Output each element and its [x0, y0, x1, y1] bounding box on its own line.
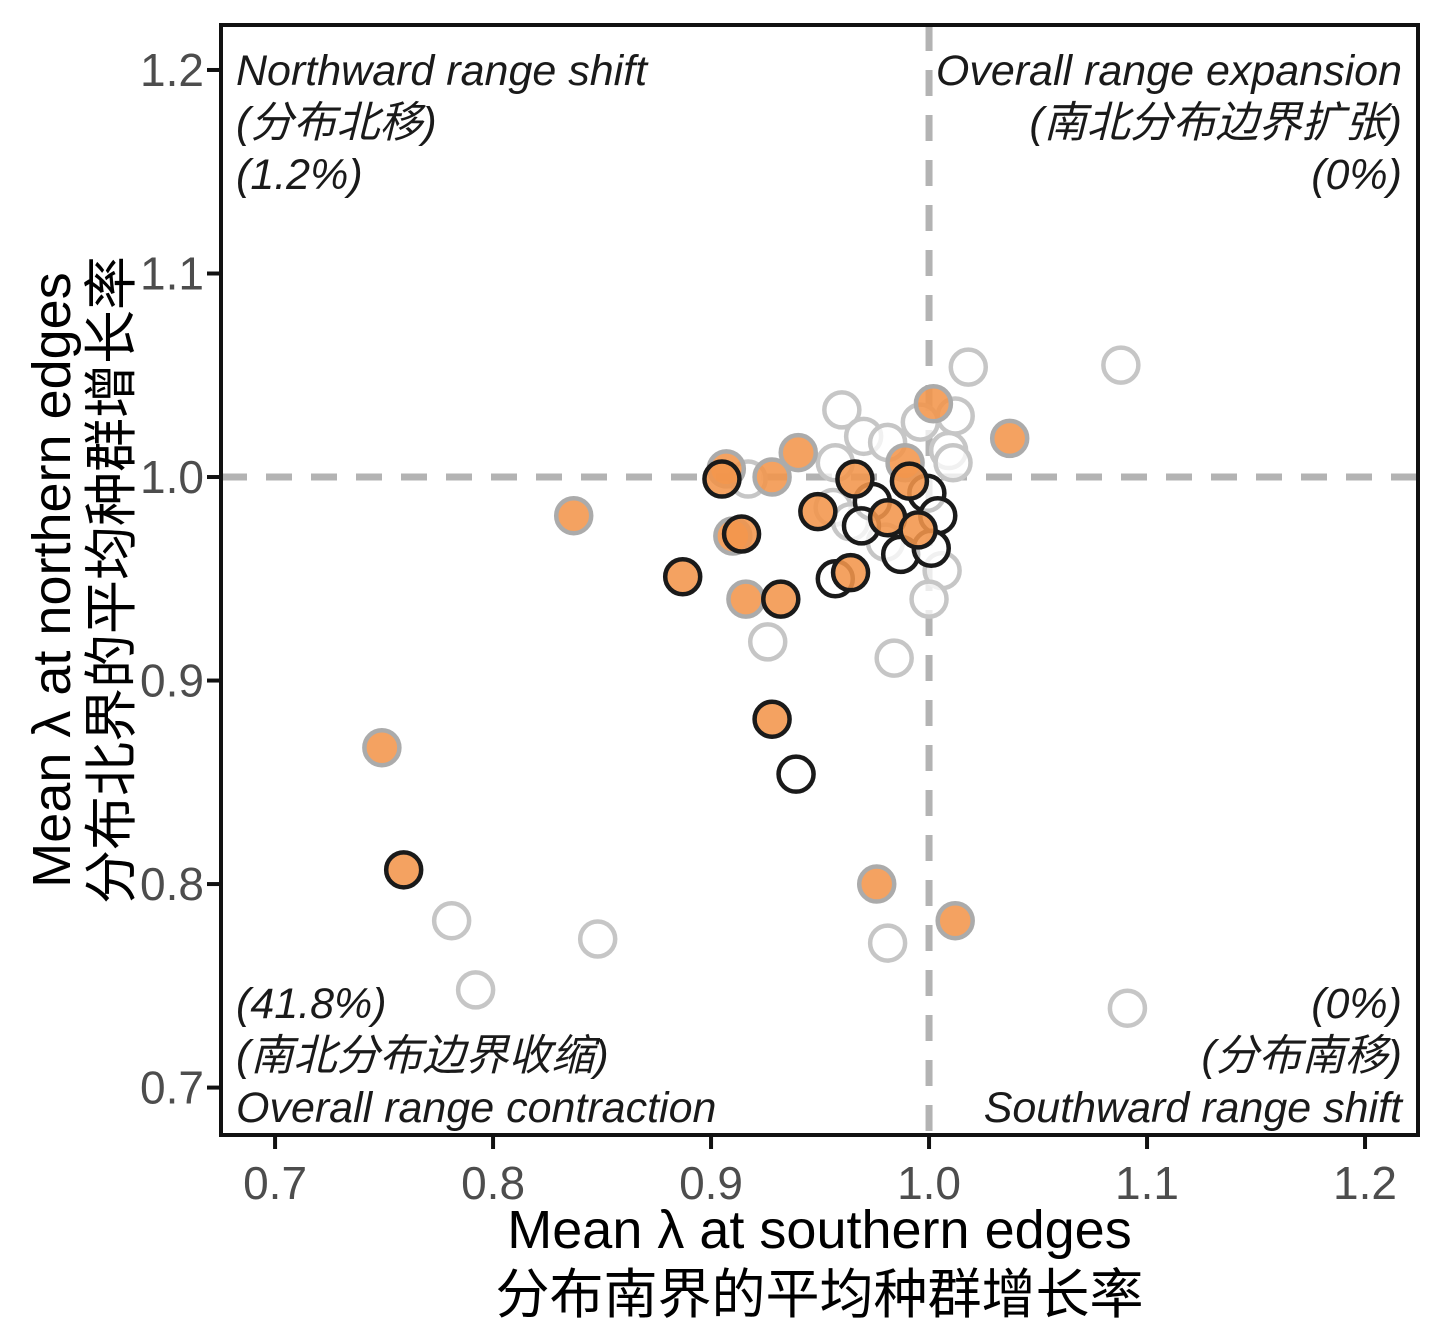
scatter-point	[909, 579, 949, 619]
scatter-point	[1101, 345, 1141, 385]
scatter-point	[431, 900, 472, 941]
scatter-point	[553, 495, 594, 536]
quadrant-label-top-right-line-2: (0%)	[1311, 151, 1402, 199]
y-tick-label: 0.8	[140, 858, 204, 910]
x-tick-label: 1.0	[897, 1157, 961, 1209]
quadrant-label-bottom-left-line-0: (41.8%)	[236, 980, 387, 1028]
x-axis-title-zh: 分布南界的平均种群增长率	[496, 1265, 1144, 1325]
scatter-point	[726, 579, 766, 619]
scatter-point	[747, 622, 788, 662]
scatter-point	[752, 699, 792, 739]
scatter-point	[867, 923, 908, 963]
quadrant-label-bottom-right-line-1: (分布南移)	[1201, 1032, 1402, 1080]
series-white-fill-black-outline	[776, 473, 958, 794]
y-axis-title-en: Mean λ at northern edges	[22, 272, 82, 887]
scatter-point	[948, 347, 989, 387]
scatter-point	[752, 457, 792, 497]
y-axis-title-zh: 分布北界的平均种群增长率	[82, 256, 142, 904]
quadrant-label-bottom-right-line-2: Southward range shift	[984, 1084, 1404, 1132]
x-tick-label: 1.2	[1333, 1157, 1397, 1209]
quadrant-label-bottom-left-line-1: (南北分布边界收缩)	[236, 1032, 609, 1080]
scatter-point	[1107, 988, 1148, 1028]
x-axis-title-en: Mean λ at southern edges	[507, 1200, 1131, 1260]
scatter-point	[798, 491, 838, 532]
quadrant-label-bottom-left-line-2: Overall range contraction	[236, 1084, 716, 1132]
scatter-point	[989, 418, 1030, 459]
quadrant-label-top-left-line-0: Northward range shift	[236, 47, 649, 95]
y-tick-label: 0.7	[140, 1062, 204, 1114]
scatter-point	[822, 390, 862, 430]
scatter-point	[721, 514, 762, 554]
scatter-point	[856, 864, 897, 904]
scatter-point	[662, 556, 703, 597]
scatter-point	[776, 754, 816, 794]
series-orange-fill-black-outline	[383, 459, 938, 890]
scatter-point	[577, 919, 618, 959]
y-tick-label: 1.2	[140, 44, 204, 96]
scatter-point	[835, 459, 875, 499]
scatter-point	[362, 727, 402, 768]
y-tick-label: 0.9	[140, 655, 204, 707]
x-tick-label: 0.7	[243, 1157, 307, 1209]
scatter-point	[913, 384, 954, 424]
quadrant-label-top-right-line-1: (南北分布边界扩张)	[1029, 99, 1402, 147]
scatter-point	[898, 510, 938, 550]
scatter-point	[702, 459, 742, 499]
y-tick-label: 1.0	[140, 451, 204, 503]
scatter-point	[889, 461, 930, 501]
scatter-point	[455, 970, 496, 1010]
scatter-point	[874, 638, 914, 678]
x-tick-label: 1.1	[1115, 1157, 1179, 1209]
quadrant-label-top-left-line-2: (1.2%)	[236, 151, 363, 199]
quadrant-label-bottom-right-line-0: (0%)	[1311, 980, 1402, 1028]
x-tick-label: 0.8	[461, 1157, 525, 1209]
quadrant-label-top-left-line-1: (分布北移)	[236, 99, 437, 147]
plot-border	[219, 23, 1420, 1137]
y-tick-label: 1.1	[140, 247, 204, 299]
scatter-point	[778, 432, 818, 473]
scatter-point	[935, 900, 975, 941]
scatter-point	[933, 443, 973, 483]
x-tick-label: 0.9	[679, 1157, 743, 1209]
scatter-point	[383, 850, 424, 890]
quadrant-label-top-right-line-0: Overall range expansion	[936, 47, 1402, 95]
scatter-point	[761, 579, 801, 619]
scatter-point	[830, 552, 871, 593]
